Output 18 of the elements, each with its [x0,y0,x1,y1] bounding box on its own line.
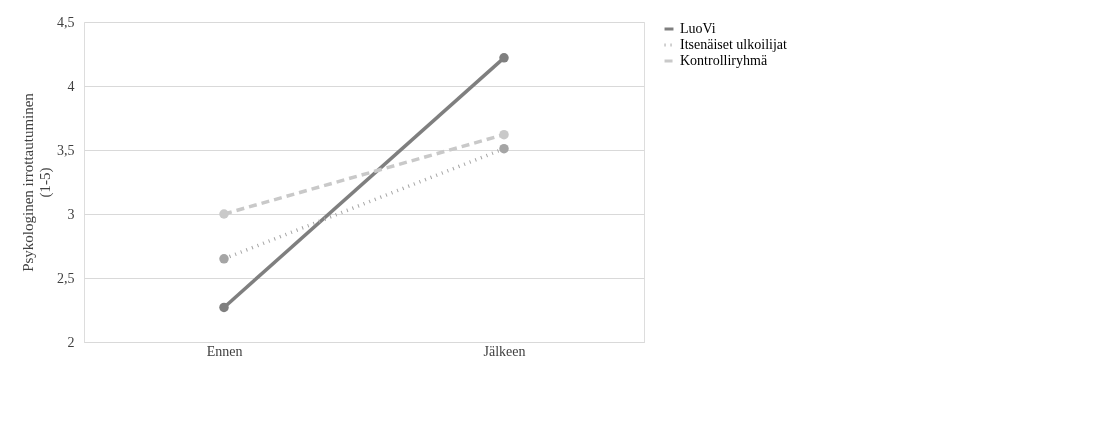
y-tick-label: 2 [67,334,75,350]
y-tick-label: 4 [67,78,75,94]
x-tick-label: Ennen [206,343,243,359]
legend-label: Itsenäiset ulkoilijat [680,37,788,52]
point [219,302,229,313]
point [219,209,229,219]
legend-label: LuoVi [680,21,716,36]
y-tick-label: 2,5 [57,270,75,286]
point [499,143,509,154]
legend-label: Kontrolliryhmä [680,53,768,68]
y-axis-title: Psykologinen irrottautuminen (1-5) [20,92,54,272]
point [219,254,229,264]
point [499,53,509,63]
x-tick-label: Jälkeen [483,343,526,359]
y-tick-label: 4,5 [57,14,75,30]
point [499,129,509,140]
y-tick-label: 3,5 [57,142,75,158]
y-tick-label: 3 [67,206,75,222]
